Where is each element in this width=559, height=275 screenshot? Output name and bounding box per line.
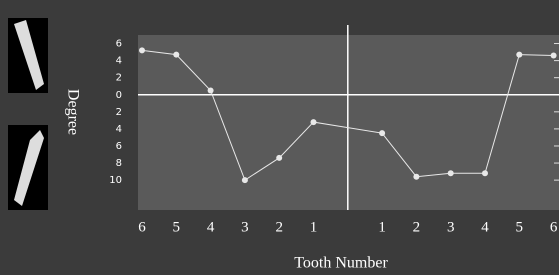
y-axis-label: Degree <box>64 89 81 135</box>
data-point <box>379 130 385 136</box>
x-tick-label: 5 <box>173 219 181 235</box>
y-tick-label: 10 <box>109 175 122 186</box>
y-tick-label: 8 <box>116 158 122 169</box>
y-tick-label: 6 <box>116 141 122 152</box>
tooth-image-top <box>8 18 48 93</box>
data-point <box>516 52 522 58</box>
data-point <box>242 177 248 183</box>
y-tick-label: 6 <box>116 39 122 50</box>
tooth-image-bottom <box>8 125 48 210</box>
y-tick-label: 4 <box>116 124 122 135</box>
data-point <box>311 119 317 125</box>
data-point <box>276 155 282 161</box>
y-tick-label: 0 <box>116 90 122 101</box>
x-tick-label: 3 <box>447 219 455 235</box>
data-point <box>208 87 214 93</box>
data-point <box>173 52 179 58</box>
y-tick-label: 4 <box>116 56 122 67</box>
y-tick-label: 2 <box>116 107 122 118</box>
x-tick-label: 3 <box>241 219 249 235</box>
x-tick-label: 6 <box>138 219 146 235</box>
data-point <box>413 174 419 180</box>
x-tick-label: 6 <box>550 219 558 235</box>
data-point <box>448 170 454 176</box>
x-tick-label: 5 <box>516 219 524 235</box>
x-tick-label: 4 <box>481 219 489 235</box>
chart: Degree Tooth Number 6 4 2 0 2 4 6 8 10 6 5 4 3 2 1 1 2 3 4… <box>0 0 559 275</box>
x-tick-label: 2 <box>275 219 283 235</box>
data-point <box>139 47 145 53</box>
x-tick-label: 2 <box>413 219 421 235</box>
x-axis-label: Tooth Number <box>294 255 388 272</box>
x-tick-label: 1 <box>310 219 318 235</box>
x-tick-label: 1 <box>378 219 386 235</box>
data-point <box>551 52 557 58</box>
data-point <box>482 170 488 176</box>
x-tick-label: 4 <box>207 219 215 235</box>
y-tick-label: 2 <box>116 73 122 84</box>
